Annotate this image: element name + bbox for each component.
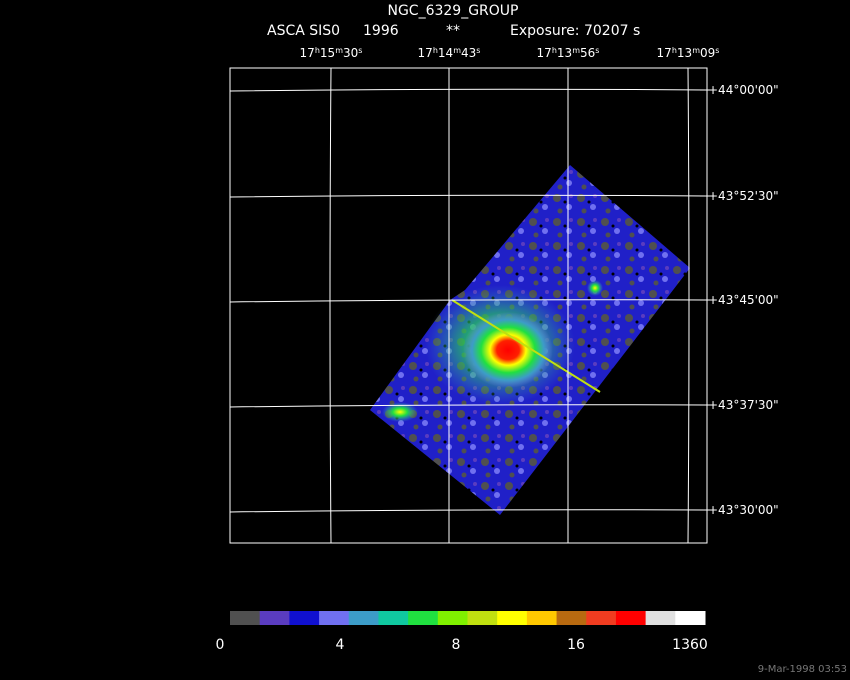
- ra-unit: h: [433, 46, 438, 55]
- ra-value: 43: [461, 46, 476, 60]
- subtitle-instrument: ASCA SIS0: [267, 23, 340, 39]
- color-swatch: [675, 611, 706, 625]
- ra-unit: m: [335, 46, 343, 55]
- color-swatch: [497, 611, 528, 625]
- title: NGC_6329_GROUP: [387, 3, 518, 19]
- ra-unit: s: [715, 46, 719, 55]
- ra-unit: m: [572, 46, 580, 55]
- ra-value: 09: [700, 46, 715, 60]
- grid-line: [687, 67, 690, 544]
- ra-unit: s: [358, 46, 362, 55]
- ra-unit: s: [476, 46, 480, 55]
- point-source: [587, 280, 603, 296]
- ra-value: 30: [343, 46, 358, 60]
- ra-unit: m: [453, 46, 461, 55]
- dec-label: +43°37'30": [708, 398, 779, 412]
- color-swatch: [319, 611, 350, 625]
- dec-label: +43°30'00": [708, 503, 779, 517]
- core-emission: [463, 312, 553, 388]
- ra-labels: 17h15m30s 17h14m43s 17h13m56s 17h13m09s: [300, 46, 720, 60]
- color-swatch: [289, 611, 320, 625]
- grid-line: [329, 67, 332, 544]
- color-swatch: [230, 611, 261, 625]
- coordinate-grid: [229, 67, 708, 544]
- colorbar-label: 8: [452, 637, 461, 653]
- color-swatch: [437, 611, 468, 625]
- colorbar-label: 1360: [672, 637, 708, 653]
- ra-unit: h: [552, 46, 557, 55]
- ra-value: 17: [418, 46, 433, 60]
- subtitle-exposure: Exposure: 70207 s: [510, 23, 640, 39]
- ra-label: 17h14m43s: [418, 46, 481, 60]
- ra-label: 17h15m30s: [300, 46, 363, 60]
- ra-value: 13: [557, 46, 572, 60]
- colorbar: 0 4 8 16 1360: [216, 611, 708, 653]
- colorbar-label: 4: [336, 637, 345, 653]
- color-swatch: [526, 611, 558, 625]
- colorbar-label: 0: [216, 637, 225, 653]
- color-swatch: [645, 611, 676, 625]
- plot-frame: [229, 67, 708, 544]
- dec-label: +43°45'00": [708, 293, 779, 307]
- grid-line: [448, 67, 450, 544]
- color-swatch: [348, 611, 379, 625]
- dec-labels: +44°00'00" +43°52'30" +43°45'00" +43°37'30"…: [700, 83, 779, 517]
- ra-value: 56: [580, 46, 595, 60]
- color-swatch: [586, 611, 617, 625]
- color-swatch: [615, 611, 647, 625]
- ra-unit: m: [692, 46, 700, 55]
- ra-value: 13: [677, 46, 692, 60]
- color-swatch: [378, 611, 409, 625]
- grid-line: [229, 299, 708, 303]
- ra-value: 17: [300, 46, 315, 60]
- point-source: [382, 402, 418, 422]
- ra-value: 17: [657, 46, 672, 60]
- ra-value: 14: [438, 46, 453, 60]
- subtitle-year: 1996: [363, 23, 399, 39]
- ra-unit: s: [595, 46, 599, 55]
- ra-value: 15: [320, 46, 335, 60]
- chip-gap-line: [451, 299, 601, 393]
- xray-image: [370, 165, 690, 515]
- colorbar-label: 16: [567, 637, 585, 653]
- ra-unit: h: [672, 46, 677, 55]
- ra-unit: h: [315, 46, 320, 55]
- grid-line: [229, 88, 708, 92]
- ra-label: 17h13m56s: [537, 46, 600, 60]
- color-swatch: [467, 611, 498, 625]
- grid-line: [229, 509, 708, 513]
- timestamp: 9-Mar-1998 03:53: [758, 664, 847, 675]
- color-swatch: [556, 611, 587, 625]
- dec-label: +43°52'30": [708, 189, 779, 203]
- grid-line: [229, 194, 708, 198]
- color-swatch: [259, 611, 290, 625]
- subtitle-flag: **: [446, 23, 460, 39]
- color-swatch: [408, 611, 439, 625]
- ra-label: 17h13m09s: [657, 46, 720, 60]
- dec-label: +44°00'00": [708, 83, 779, 97]
- ra-value: 17: [537, 46, 552, 60]
- grid-line: [567, 67, 569, 544]
- grid-line: [229, 404, 708, 408]
